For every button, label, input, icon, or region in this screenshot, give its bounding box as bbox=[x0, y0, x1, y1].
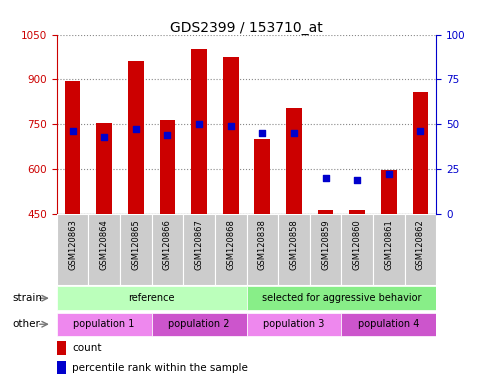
Text: population 2: population 2 bbox=[168, 319, 230, 329]
Point bbox=[132, 126, 140, 132]
Bar bbox=[381, 170, 397, 214]
Text: count: count bbox=[72, 343, 102, 353]
Text: population 3: population 3 bbox=[263, 319, 324, 329]
Text: GSM120858: GSM120858 bbox=[289, 219, 298, 270]
Text: GSM120859: GSM120859 bbox=[321, 219, 330, 270]
Text: GSM120864: GSM120864 bbox=[100, 219, 108, 270]
Bar bbox=[120, 214, 152, 285]
Text: GDS2399 / 153710_at: GDS2399 / 153710_at bbox=[170, 21, 323, 35]
Point bbox=[353, 177, 361, 183]
Text: GSM120868: GSM120868 bbox=[226, 219, 235, 270]
Point bbox=[100, 134, 108, 140]
Bar bbox=[341, 214, 373, 285]
Text: reference: reference bbox=[128, 293, 175, 303]
Bar bbox=[373, 214, 405, 285]
Bar bbox=[152, 214, 183, 285]
Point bbox=[417, 128, 424, 134]
Bar bbox=[96, 122, 112, 214]
Bar bbox=[191, 50, 207, 214]
Text: population 4: population 4 bbox=[358, 319, 420, 329]
Bar bbox=[246, 214, 278, 285]
Bar bbox=[413, 92, 428, 214]
Point bbox=[385, 171, 393, 177]
Text: selected for aggressive behavior: selected for aggressive behavior bbox=[262, 293, 421, 303]
Bar bbox=[215, 214, 246, 285]
Bar bbox=[317, 210, 333, 214]
Bar bbox=[278, 214, 310, 285]
Bar bbox=[341, 313, 436, 336]
Point bbox=[227, 123, 235, 129]
Bar bbox=[128, 61, 143, 214]
Bar bbox=[254, 139, 270, 214]
Text: other: other bbox=[12, 319, 40, 329]
Point bbox=[164, 132, 172, 138]
Bar bbox=[405, 214, 436, 285]
Bar bbox=[310, 214, 341, 285]
Bar bbox=[65, 81, 80, 214]
Bar bbox=[57, 286, 246, 310]
Bar bbox=[183, 214, 215, 285]
Text: GSM120863: GSM120863 bbox=[68, 219, 77, 270]
Bar bbox=[246, 286, 436, 310]
Bar bbox=[160, 121, 176, 214]
Bar bbox=[57, 214, 88, 285]
Bar bbox=[286, 108, 302, 214]
Point bbox=[321, 175, 329, 181]
Text: GSM120865: GSM120865 bbox=[131, 219, 141, 270]
Bar bbox=[246, 313, 341, 336]
Text: GSM120838: GSM120838 bbox=[258, 219, 267, 270]
Bar bbox=[57, 313, 152, 336]
Point bbox=[290, 130, 298, 136]
Bar bbox=[88, 214, 120, 285]
Text: population 1: population 1 bbox=[73, 319, 135, 329]
Point bbox=[258, 130, 266, 136]
Bar bbox=[223, 57, 239, 214]
Bar bbox=[57, 341, 66, 355]
Bar bbox=[350, 210, 365, 214]
Bar bbox=[152, 313, 246, 336]
Point bbox=[69, 128, 76, 134]
Text: percentile rank within the sample: percentile rank within the sample bbox=[72, 363, 248, 373]
Bar bbox=[57, 361, 66, 374]
Text: GSM120861: GSM120861 bbox=[385, 219, 393, 270]
Text: GSM120866: GSM120866 bbox=[163, 219, 172, 270]
Text: GSM120860: GSM120860 bbox=[352, 219, 362, 270]
Point bbox=[195, 121, 203, 127]
Text: GSM120867: GSM120867 bbox=[195, 219, 204, 270]
Text: GSM120862: GSM120862 bbox=[416, 219, 425, 270]
Text: strain: strain bbox=[12, 293, 42, 303]
